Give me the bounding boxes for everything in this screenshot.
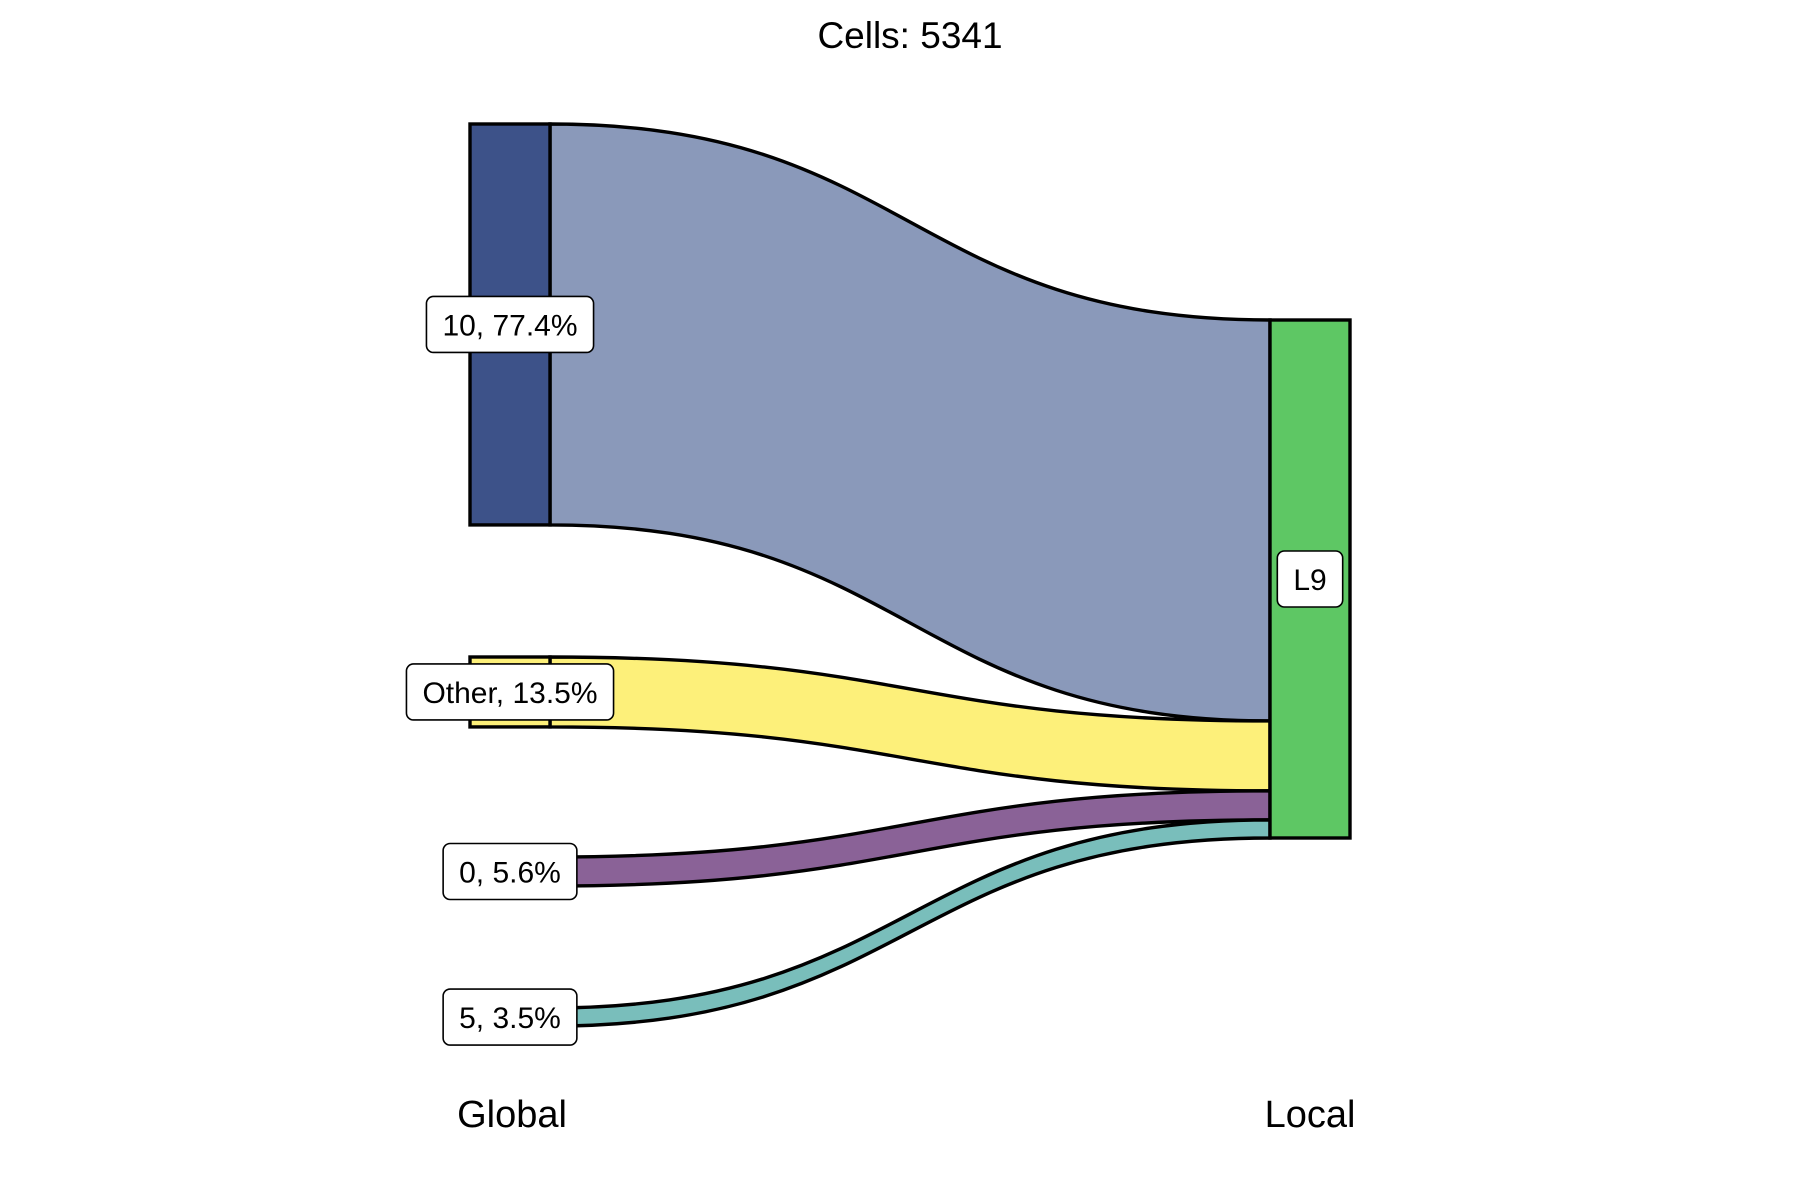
source-label-10-box <box>425 295 595 354</box>
target-label-l9: L9 <box>1276 550 1344 608</box>
source-label-other: Other, 13.5% <box>405 663 615 721</box>
axis-label-local: Local <box>1265 1094 1356 1136</box>
source-label-0-text: 0, 5.6% <box>459 857 561 890</box>
source-label-other-box <box>405 663 615 721</box>
source-label-other-text: Other, 13.5% <box>422 677 597 710</box>
target-label-l9-box <box>1276 550 1344 608</box>
target-label-l9-text: L9 <box>1293 564 1326 597</box>
labels-layer: 10, 77.4% Other, 13.5% 0, 5.6% 5, 3.5% L9 <box>405 295 1344 1046</box>
flows-layer <box>548 122 1272 1028</box>
source-label-5-box <box>442 988 578 1046</box>
chart-title: Cells: 5341 <box>817 15 1002 56</box>
source-label-5: 5, 3.5% <box>442 988 578 1046</box>
axis-label-global: Global <box>457 1094 567 1136</box>
source-label-0-box <box>442 842 578 901</box>
source-label-10: 10, 77.4% <box>425 295 595 354</box>
source-label-0: 0, 5.6% <box>442 842 578 901</box>
source-label-10-text: 10, 77.4% <box>442 309 577 342</box>
flow-10-to-l9 <box>548 122 1272 723</box>
source-label-5-text: 5, 3.5% <box>459 1002 561 1035</box>
